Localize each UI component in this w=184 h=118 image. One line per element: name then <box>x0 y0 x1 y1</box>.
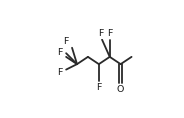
Text: F: F <box>57 48 62 57</box>
Text: F: F <box>63 37 69 46</box>
Text: F: F <box>98 29 103 38</box>
Text: F: F <box>57 68 62 77</box>
Text: O: O <box>117 85 124 94</box>
Text: F: F <box>96 83 102 92</box>
Text: F: F <box>107 29 112 38</box>
